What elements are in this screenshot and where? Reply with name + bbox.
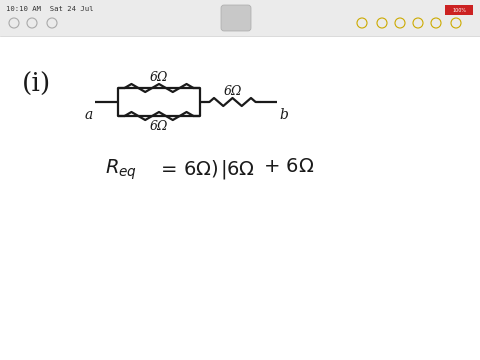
Text: $6\Omega)$: $6\Omega)$: [183, 158, 218, 179]
Text: $R_{eq}$: $R_{eq}$: [105, 158, 137, 183]
Text: 6Ω: 6Ω: [223, 85, 242, 98]
Text: 100%: 100%: [452, 8, 466, 13]
Bar: [0, 0, 480, 36]
FancyBboxPatch shape: [221, 5, 251, 31]
Text: $=$: $=$: [157, 158, 177, 177]
Text: b: b: [279, 108, 288, 122]
Text: 6Ω: 6Ω: [150, 120, 168, 133]
Text: 6Ω: 6Ω: [150, 71, 168, 84]
Text: (i): (i): [22, 72, 51, 97]
Text: $|6\Omega$: $|6\Omega$: [220, 158, 255, 181]
Text: $+\ 6\Omega$: $+\ 6\Omega$: [263, 158, 314, 176]
Text: a: a: [85, 108, 93, 122]
Text: 10:10 AM  Sat 24 Jul: 10:10 AM Sat 24 Jul: [6, 6, 94, 12]
Bar: [445, 5, 473, 15]
